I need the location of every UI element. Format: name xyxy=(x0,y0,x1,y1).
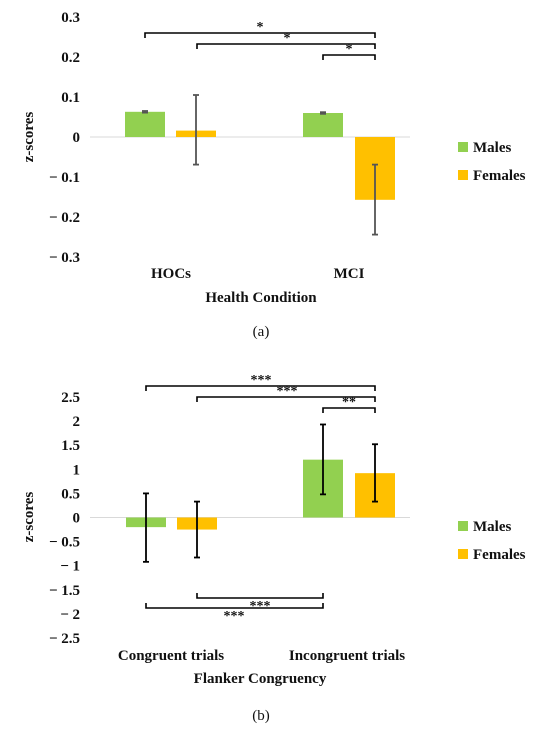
y-tick-label: 1 xyxy=(73,462,81,478)
y-tick-label: − 2 xyxy=(60,607,80,623)
bar-males-0 xyxy=(125,111,165,137)
y-tick-label: 0.3 xyxy=(61,10,80,26)
significance-label: *** xyxy=(277,384,298,399)
y-tick-label: − 2.5 xyxy=(49,631,80,647)
panel-b-significance-brackets: ************** xyxy=(145,373,376,624)
panel-b-legend: Males Females xyxy=(458,519,526,563)
significance-bracket xyxy=(196,43,376,49)
panel-b-legend-label-females: Females xyxy=(473,547,526,563)
y-tick-label: 0 xyxy=(73,511,81,527)
significance-label: *** xyxy=(224,609,245,624)
panel-a-category-label-mci: MCI xyxy=(334,266,365,282)
y-tick-label: 0.5 xyxy=(61,486,80,502)
significance-label: *** xyxy=(250,599,271,614)
y-tick-label: 0.1 xyxy=(61,90,80,106)
significance-label: * xyxy=(257,20,264,35)
significance-label: *** xyxy=(251,373,272,388)
y-tick-label: 2 xyxy=(73,414,81,430)
bar-males-1 xyxy=(303,113,343,137)
y-tick-label: 1.5 xyxy=(61,438,80,454)
panel-b-caption: (b) xyxy=(252,708,270,724)
panel-b-legend-swatch-males xyxy=(458,521,468,531)
y-tick-label: − 0.3 xyxy=(49,250,80,266)
panel-b-x-axis-label: Flanker Congruency xyxy=(194,671,327,687)
significance-bracket xyxy=(145,603,324,609)
y-tick-label: 2.5 xyxy=(61,390,80,406)
panel-b-chart: 2.521.510.50− 0.5− 1− 1.5− 2− 2.5 ******… xyxy=(21,373,526,724)
significance-bracket xyxy=(322,407,376,413)
panel-a-category-label-hocs: HOCs xyxy=(151,266,191,282)
significance-bracket xyxy=(144,32,376,38)
y-tick-label: − 0.1 xyxy=(49,170,80,186)
significance-label: ** xyxy=(342,395,356,410)
panel-a-legend-swatch-females xyxy=(458,170,468,180)
panel-b-bars xyxy=(126,459,395,530)
panel-a-caption: (a) xyxy=(253,324,270,340)
panel-a-x-axis-label: Health Condition xyxy=(205,290,317,306)
panel-b-category-label-incongruent: Incongruent trials xyxy=(289,648,405,664)
panel-b-category-label-congruent: Congruent trials xyxy=(118,648,224,664)
panel-a-significance-brackets: * * * xyxy=(144,20,376,60)
y-tick-label: − 1 xyxy=(60,559,80,575)
significance-bracket xyxy=(196,593,324,599)
significance-bracket xyxy=(196,396,376,402)
y-tick-label: − 0.2 xyxy=(49,210,80,226)
panel-a-legend-label-females: Females xyxy=(473,168,526,184)
panel-b-y-ticks: 2.5 2 1.5 1 0.5 0 − 0.5 − 1 − 1.5 − 2 − 2.5 xyxy=(49,390,80,647)
panel-a-y-ticks: 0.3 0.2 0.1 0 − 0.1 − 0.2 − 0.3 xyxy=(49,10,80,266)
significance-label: * xyxy=(284,31,291,46)
panel-a-legend: Males Females xyxy=(458,140,526,184)
significance-label: * xyxy=(346,42,353,57)
y-tick-label: 0.2 xyxy=(61,50,80,66)
panel-a-legend-swatch-males xyxy=(458,142,468,152)
y-tick-label: 0 xyxy=(73,130,81,146)
panel-a-bars xyxy=(125,111,395,200)
panel-a-y-axis-label: z-scores xyxy=(21,112,37,163)
panel-a-legend-label-males: Males xyxy=(473,140,511,156)
panel-a-chart: 0.3 0.2 0.1 0 − 0.1 − 0.2 − 0.3 * * * z-scores H… xyxy=(21,10,526,340)
y-tick-label: − 1.5 xyxy=(49,583,80,599)
y-tick-label: − 0.5 xyxy=(49,535,80,551)
panel-b-legend-swatch-females xyxy=(458,549,468,559)
panel-a-error-bars xyxy=(142,94,378,236)
panel-b-legend-label-males: Males xyxy=(473,519,511,535)
panel-b-y-axis-label: z-scores xyxy=(21,492,37,543)
panel-b-error-bars xyxy=(143,423,378,563)
significance-bracket xyxy=(322,54,376,60)
significance-bracket xyxy=(145,385,376,391)
